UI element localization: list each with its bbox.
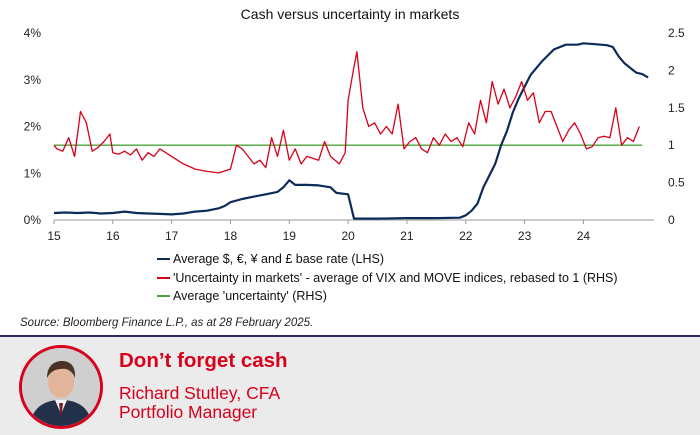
y-left-tick-label: 1%: [24, 166, 42, 180]
y-left-tick-label: 3%: [24, 73, 42, 87]
chart-title: Cash versus uncertainty in markets: [240, 6, 460, 22]
legend-swatch-base-rate: [157, 258, 170, 261]
legend-item-uncertainty: 'Uncertainty in markets' - average of VI…: [157, 269, 618, 288]
y-right-tick-label: 0: [668, 213, 675, 227]
chart-legend: Average $, €, ¥ and £ base rate (LHS) 'U…: [157, 250, 618, 306]
x-tick-label: 23: [518, 229, 532, 243]
x-tick-label: 22: [459, 229, 473, 243]
chart-plot: 0% 1% 2% 3% 4% 0 0.5 1 1.5 2 2.5 15 16 17 18 19 20 21 22 23…: [24, 26, 685, 243]
x-tick-label: 18: [224, 229, 238, 243]
avatar: [19, 345, 103, 429]
x-tick-label: 20: [341, 229, 355, 243]
y-left-tick-label: 2%: [24, 120, 42, 134]
y-right-tick-label: 2.5: [668, 26, 685, 40]
person-portrait-icon: [22, 348, 100, 426]
x-tick-label: 17: [165, 229, 179, 243]
legend-label-uncertainty: 'Uncertainty in markets' - average of VI…: [173, 270, 618, 285]
y-right-tick-label: 1: [668, 138, 675, 152]
x-tick-label: 16: [106, 229, 120, 243]
uncertainty-line: [53, 51, 640, 174]
footer-headline: Don’t forget cash: [119, 349, 288, 372]
author-role: Portfolio Manager: [119, 402, 258, 422]
footer-divider: [0, 335, 700, 337]
y-right-tick-label: 2: [668, 63, 675, 77]
chart-area: Cash versus uncertainty in markets 0% 1% 2…: [20, 6, 685, 329]
base-rate-line: [53, 42, 649, 220]
y-right-tick-label: 1.5: [668, 101, 685, 115]
legend-label-base-rate: Average $, €, ¥ and £ base rate (LHS): [173, 252, 385, 267]
source-note: Source: Bloomberg Finance L.P., as at 28…: [20, 317, 314, 329]
x-tick-label: 21: [400, 229, 414, 243]
legend-swatch-uncertainty: [157, 276, 170, 279]
y-left-tick-label: 0%: [24, 213, 42, 227]
y-right-tick-label: 0.5: [668, 176, 685, 190]
author-name: Richard Stutley, CFA: [119, 383, 281, 403]
legend-label-average-uncertainty: Average 'uncertainty' (RHS): [173, 289, 327, 304]
x-tick-label: 24: [577, 229, 591, 243]
y-left-tick-label: 4%: [24, 26, 42, 40]
x-tick-label: 15: [47, 229, 61, 243]
x-tick-label: 19: [283, 229, 297, 243]
legend-item-base-rate: Average $, €, ¥ and £ base rate (LHS): [157, 250, 618, 269]
legend-item-average-uncertainty: Average 'uncertainty' (RHS): [157, 287, 618, 306]
legend-swatch-average-uncertainty: [157, 295, 170, 298]
author-footer: Don’t forget cash Richard Stutley, CFA P…: [0, 337, 700, 435]
